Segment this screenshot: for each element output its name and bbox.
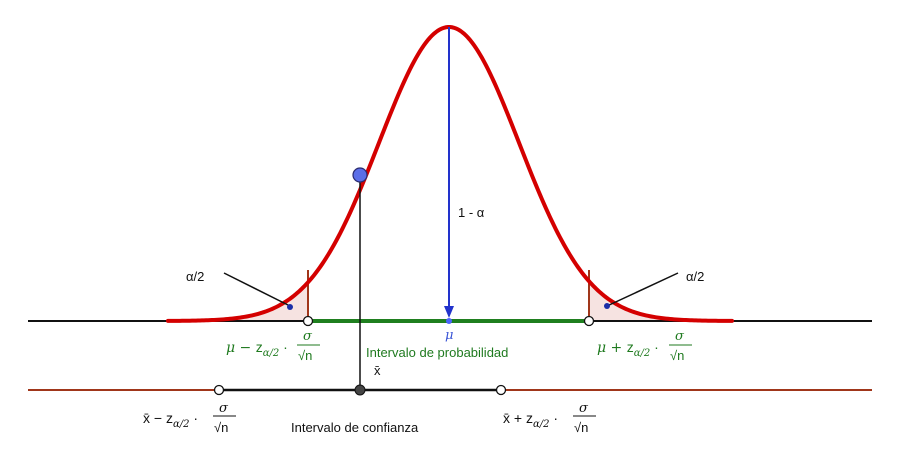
one-minus-alpha-label: 1 - α <box>458 205 485 220</box>
curve-draggable-point[interactable] <box>352 167 368 183</box>
svg-text:σ: σ <box>303 329 313 344</box>
probability-interval-label: Intervalo de probabilidad <box>366 345 508 360</box>
mean-arrow-head <box>444 306 454 318</box>
svg-text:σ: σ <box>219 401 229 416</box>
svg-text:σ: σ <box>675 329 685 344</box>
mu-point <box>446 318 452 324</box>
upper-conf-point <box>495 384 507 396</box>
alpha-half-left-label: α/2 <box>186 269 204 284</box>
svg-text:σ: σ <box>579 401 589 416</box>
alpha-right-pointer <box>606 272 679 307</box>
upper-prob-point <box>583 315 595 327</box>
svg-text:√n: √n <box>298 348 312 363</box>
alpha-half-right-label: α/2 <box>686 269 704 284</box>
lower-prob-formula: μ − zα/2 · σ √n <box>226 329 320 363</box>
alpha-left-point <box>287 304 293 310</box>
svg-text:x̄ + zα/2 ·: x̄ + zα/2 · <box>503 410 558 430</box>
svg-text:x̄ − zα/2 ·: x̄ − zα/2 · <box>143 410 198 430</box>
alpha-left-pointer <box>223 272 291 307</box>
right-tail-area <box>589 281 732 321</box>
xbar-label: x̄ <box>374 363 381 378</box>
svg-text:√n: √n <box>670 348 684 363</box>
lower-prob-point <box>302 315 314 327</box>
svg-text:√n: √n <box>214 420 228 435</box>
confidence-interval-label: Intervalo de confianza <box>291 420 419 435</box>
svg-text:μ + zα/2 ·: μ + zα/2 · <box>597 339 659 359</box>
alpha-right-point <box>604 303 610 309</box>
svg-text:μ − zα/2 ·: μ − zα/2 · <box>226 339 288 359</box>
xbar-point[interactable] <box>354 384 366 396</box>
lower-conf-point <box>213 384 225 396</box>
upper-conf-formula: x̄ + zα/2 · σ √n <box>503 401 596 435</box>
lower-conf-formula: x̄ − zα/2 · σ √n <box>143 401 236 435</box>
svg-text:√n: √n <box>574 420 588 435</box>
mu-label: μ <box>445 328 453 343</box>
left-tail-area <box>168 282 308 321</box>
upper-prob-formula: μ + zα/2 · σ √n <box>597 329 692 363</box>
